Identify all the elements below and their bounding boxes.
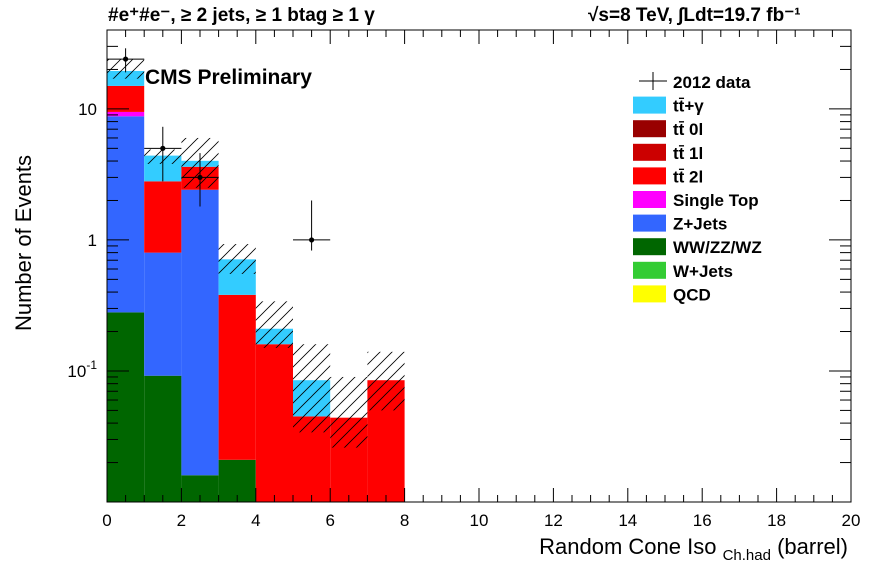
data-point bbox=[309, 237, 315, 243]
legend-swatch bbox=[633, 191, 666, 208]
bar-segment bbox=[107, 312, 145, 502]
legend-swatch bbox=[633, 238, 666, 256]
data-points bbox=[107, 48, 331, 251]
bar-segment bbox=[144, 181, 182, 253]
uncertainty-bands bbox=[107, 59, 405, 448]
legend-swatch bbox=[633, 120, 666, 138]
x-tick-label: 0 bbox=[102, 511, 111, 530]
header-right: √s=8 TeV, ∫Ldt=19.7 fb⁻¹ bbox=[588, 5, 801, 26]
data-point bbox=[160, 145, 166, 151]
data-point bbox=[123, 56, 129, 62]
bar-segment bbox=[218, 459, 256, 502]
bar-segment bbox=[181, 189, 219, 476]
bar-segment bbox=[107, 116, 145, 313]
x-tick-label: 12 bbox=[544, 511, 563, 530]
cms-label: CMS Preliminary bbox=[145, 66, 312, 89]
bar-segment bbox=[218, 294, 256, 460]
bar-segment bbox=[144, 252, 182, 376]
axes: 0 2 4 6 8 10 12 14 16 18 20 10-1 1 10 bbox=[67, 29, 861, 530]
header-left: #e⁺#e⁻, ≥ 2 jets, ≥ 1 btag ≥ 1 γ bbox=[108, 5, 375, 26]
legend-label: WW/ZZ/WZ bbox=[673, 238, 762, 257]
legend-swatch bbox=[633, 96, 666, 114]
legend-label: 2012 data bbox=[673, 73, 751, 92]
legend-swatch bbox=[633, 285, 666, 303]
legend-label: tt̄ 2l bbox=[673, 167, 703, 186]
x-axis-label: Random Cone Iso Ch.had (barrel) bbox=[539, 534, 848, 565]
x-tick-label: 18 bbox=[767, 511, 786, 530]
legend-label: tt̄+γ bbox=[673, 97, 704, 116]
x-tick-label: 2 bbox=[177, 511, 186, 530]
bar-segment bbox=[144, 375, 182, 502]
x-tick-label: 16 bbox=[693, 511, 712, 530]
uncertainty-band bbox=[367, 351, 405, 411]
data-point bbox=[197, 174, 203, 181]
uncertainty-band bbox=[218, 244, 256, 274]
x-tick-label: 20 bbox=[842, 511, 861, 530]
x-tick-label: 10 bbox=[470, 511, 489, 530]
y-tick-label: 10 bbox=[78, 100, 97, 119]
legend-label: Z+Jets bbox=[673, 215, 727, 234]
uncertainty-band bbox=[255, 301, 293, 348]
legend: 2012 data tt̄+γ tt̄ 0l tt̄ 1l tt̄ 2l Single T… bbox=[633, 72, 762, 304]
legend-swatch bbox=[633, 214, 666, 232]
y-tick-label: 10-1 bbox=[67, 358, 97, 381]
legend-label: Single Top bbox=[673, 191, 759, 210]
legend-label: tt̄ 0l bbox=[673, 120, 703, 139]
uncertainty-band bbox=[293, 344, 331, 433]
stack-bars bbox=[107, 70, 405, 502]
y-axis-label: Number of Events bbox=[11, 155, 36, 331]
x-tick-label: 4 bbox=[251, 511, 260, 530]
legend-label: QCD bbox=[673, 285, 711, 304]
x-tick-label: 6 bbox=[325, 511, 334, 530]
bar-segment bbox=[107, 85, 145, 112]
bar-segment bbox=[107, 111, 145, 117]
legend-swatch bbox=[633, 261, 666, 279]
legend-label: tt̄ 1l bbox=[673, 144, 703, 163]
x-tick-label: 8 bbox=[400, 511, 409, 530]
legend-swatch bbox=[633, 143, 666, 161]
x-tick-label: 14 bbox=[618, 511, 637, 530]
y-tick-label: 1 bbox=[88, 231, 97, 250]
bar-segment bbox=[255, 344, 293, 502]
uncertainty-band bbox=[330, 376, 368, 448]
legend-label: W+Jets bbox=[673, 262, 733, 281]
legend-swatch bbox=[633, 167, 666, 185]
